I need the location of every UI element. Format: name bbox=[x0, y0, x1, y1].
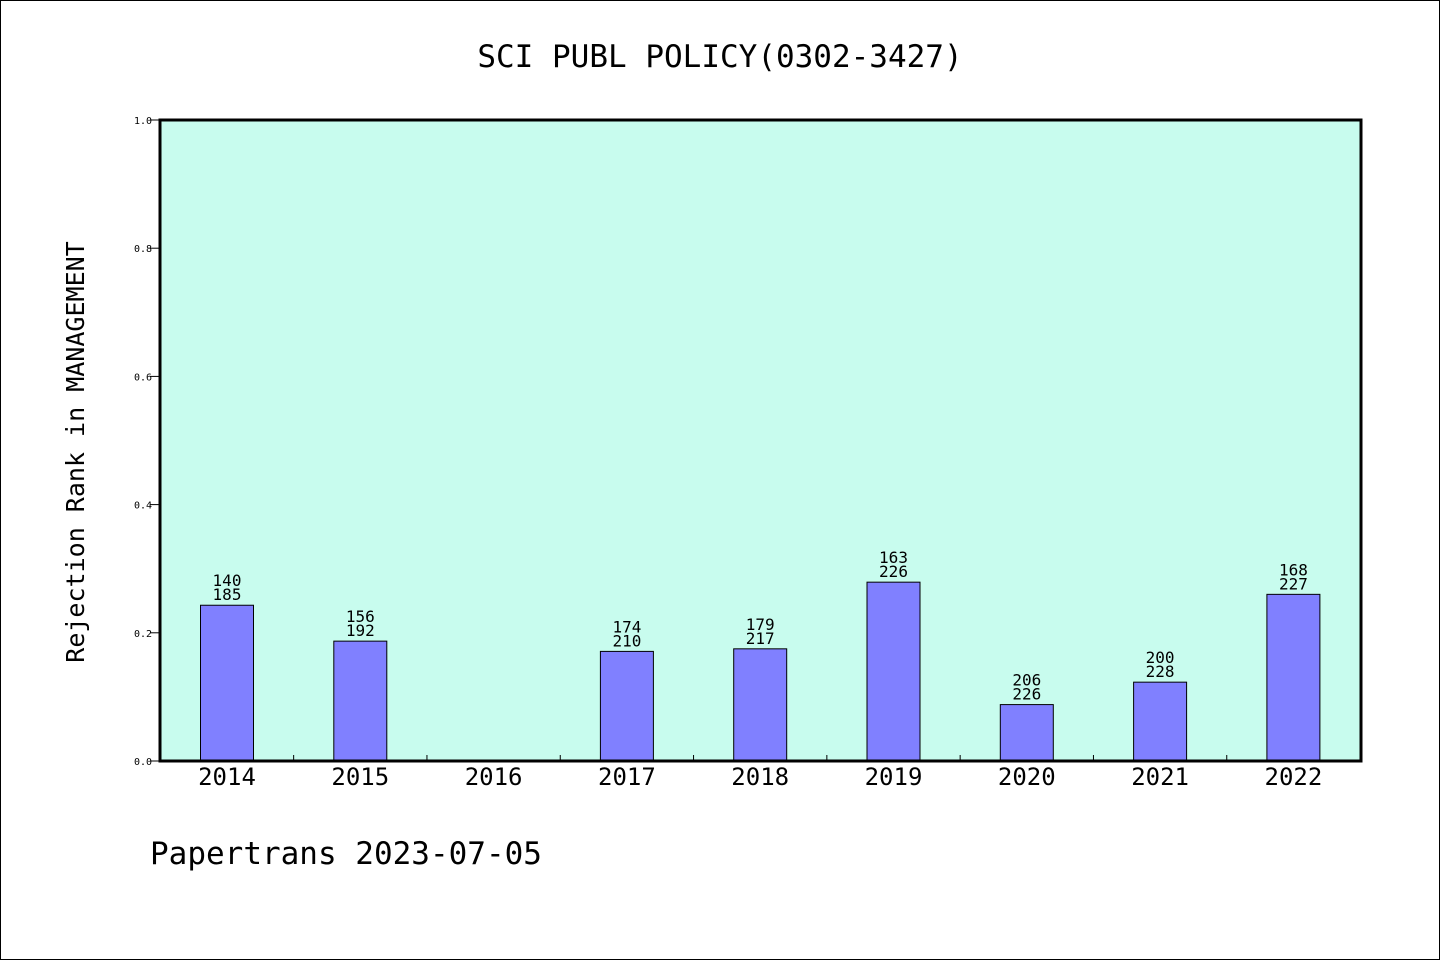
bar bbox=[333, 640, 388, 762]
bar-rank-label: 200 bbox=[1146, 648, 1175, 667]
bar bbox=[1266, 593, 1321, 762]
bar bbox=[733, 648, 788, 762]
y-tick-label: 0.4 bbox=[134, 501, 152, 512]
x-tick-label: 2016 bbox=[465, 763, 523, 791]
bar bbox=[200, 604, 254, 762]
chart-title: SCI PUBL POLICY(0302-3427) bbox=[477, 39, 962, 75]
bar-total-label: 226 bbox=[879, 562, 908, 581]
bar-total-label: 192 bbox=[346, 621, 375, 640]
bar-total-label: 227 bbox=[1279, 574, 1308, 593]
plot-frame bbox=[158, 118, 1363, 763]
bar-rank-label: 156 bbox=[346, 607, 375, 626]
bar-rank-label: 140 bbox=[213, 571, 242, 590]
y-axis-label: Rejection Rank in MANAGEMENT bbox=[61, 241, 90, 662]
x-tick-label: 2020 bbox=[998, 763, 1056, 791]
bar bbox=[1133, 681, 1188, 762]
bar-rank-label: 163 bbox=[879, 548, 908, 567]
y-tick-label: 0.0 bbox=[134, 757, 152, 768]
bar-total-label: 226 bbox=[1012, 685, 1041, 704]
y-tick-label: 1.0 bbox=[134, 116, 152, 127]
bar-rank-label: 206 bbox=[1012, 671, 1041, 690]
bar-rank-label: 168 bbox=[1279, 560, 1308, 579]
bar bbox=[999, 704, 1054, 762]
x-tick-label: 2022 bbox=[1265, 763, 1323, 791]
bar-total-label: 210 bbox=[612, 631, 641, 650]
x-tick-label: 2021 bbox=[1131, 763, 1189, 791]
y-tick-label: 0.2 bbox=[134, 629, 152, 640]
bar bbox=[599, 650, 654, 762]
x-tick-label: 2015 bbox=[331, 763, 389, 791]
bar-rank-label: 174 bbox=[612, 617, 641, 636]
x-tick-label: 2018 bbox=[731, 763, 789, 791]
bar-total-label: 228 bbox=[1146, 662, 1175, 681]
ticks-layer: 2014 2015 2016 2017 2018 2019 2020 2021 2022 0.0 0… bbox=[134, 116, 1322, 791]
y-tick-label: 0.8 bbox=[134, 244, 152, 255]
bar-total-label: 217 bbox=[746, 629, 775, 648]
x-tick-label: 2017 bbox=[598, 763, 656, 791]
x-tick-label: 2019 bbox=[865, 763, 923, 791]
bar-total-label: 185 bbox=[213, 585, 242, 604]
y-tick-label: 0.6 bbox=[134, 372, 152, 383]
bars-layer bbox=[200, 581, 1321, 762]
footer-text: Papertrans 2023-07-05 bbox=[150, 836, 542, 872]
bar-rank-label: 179 bbox=[746, 615, 775, 634]
bar bbox=[866, 581, 921, 762]
x-tick-label: 2014 bbox=[198, 763, 256, 791]
